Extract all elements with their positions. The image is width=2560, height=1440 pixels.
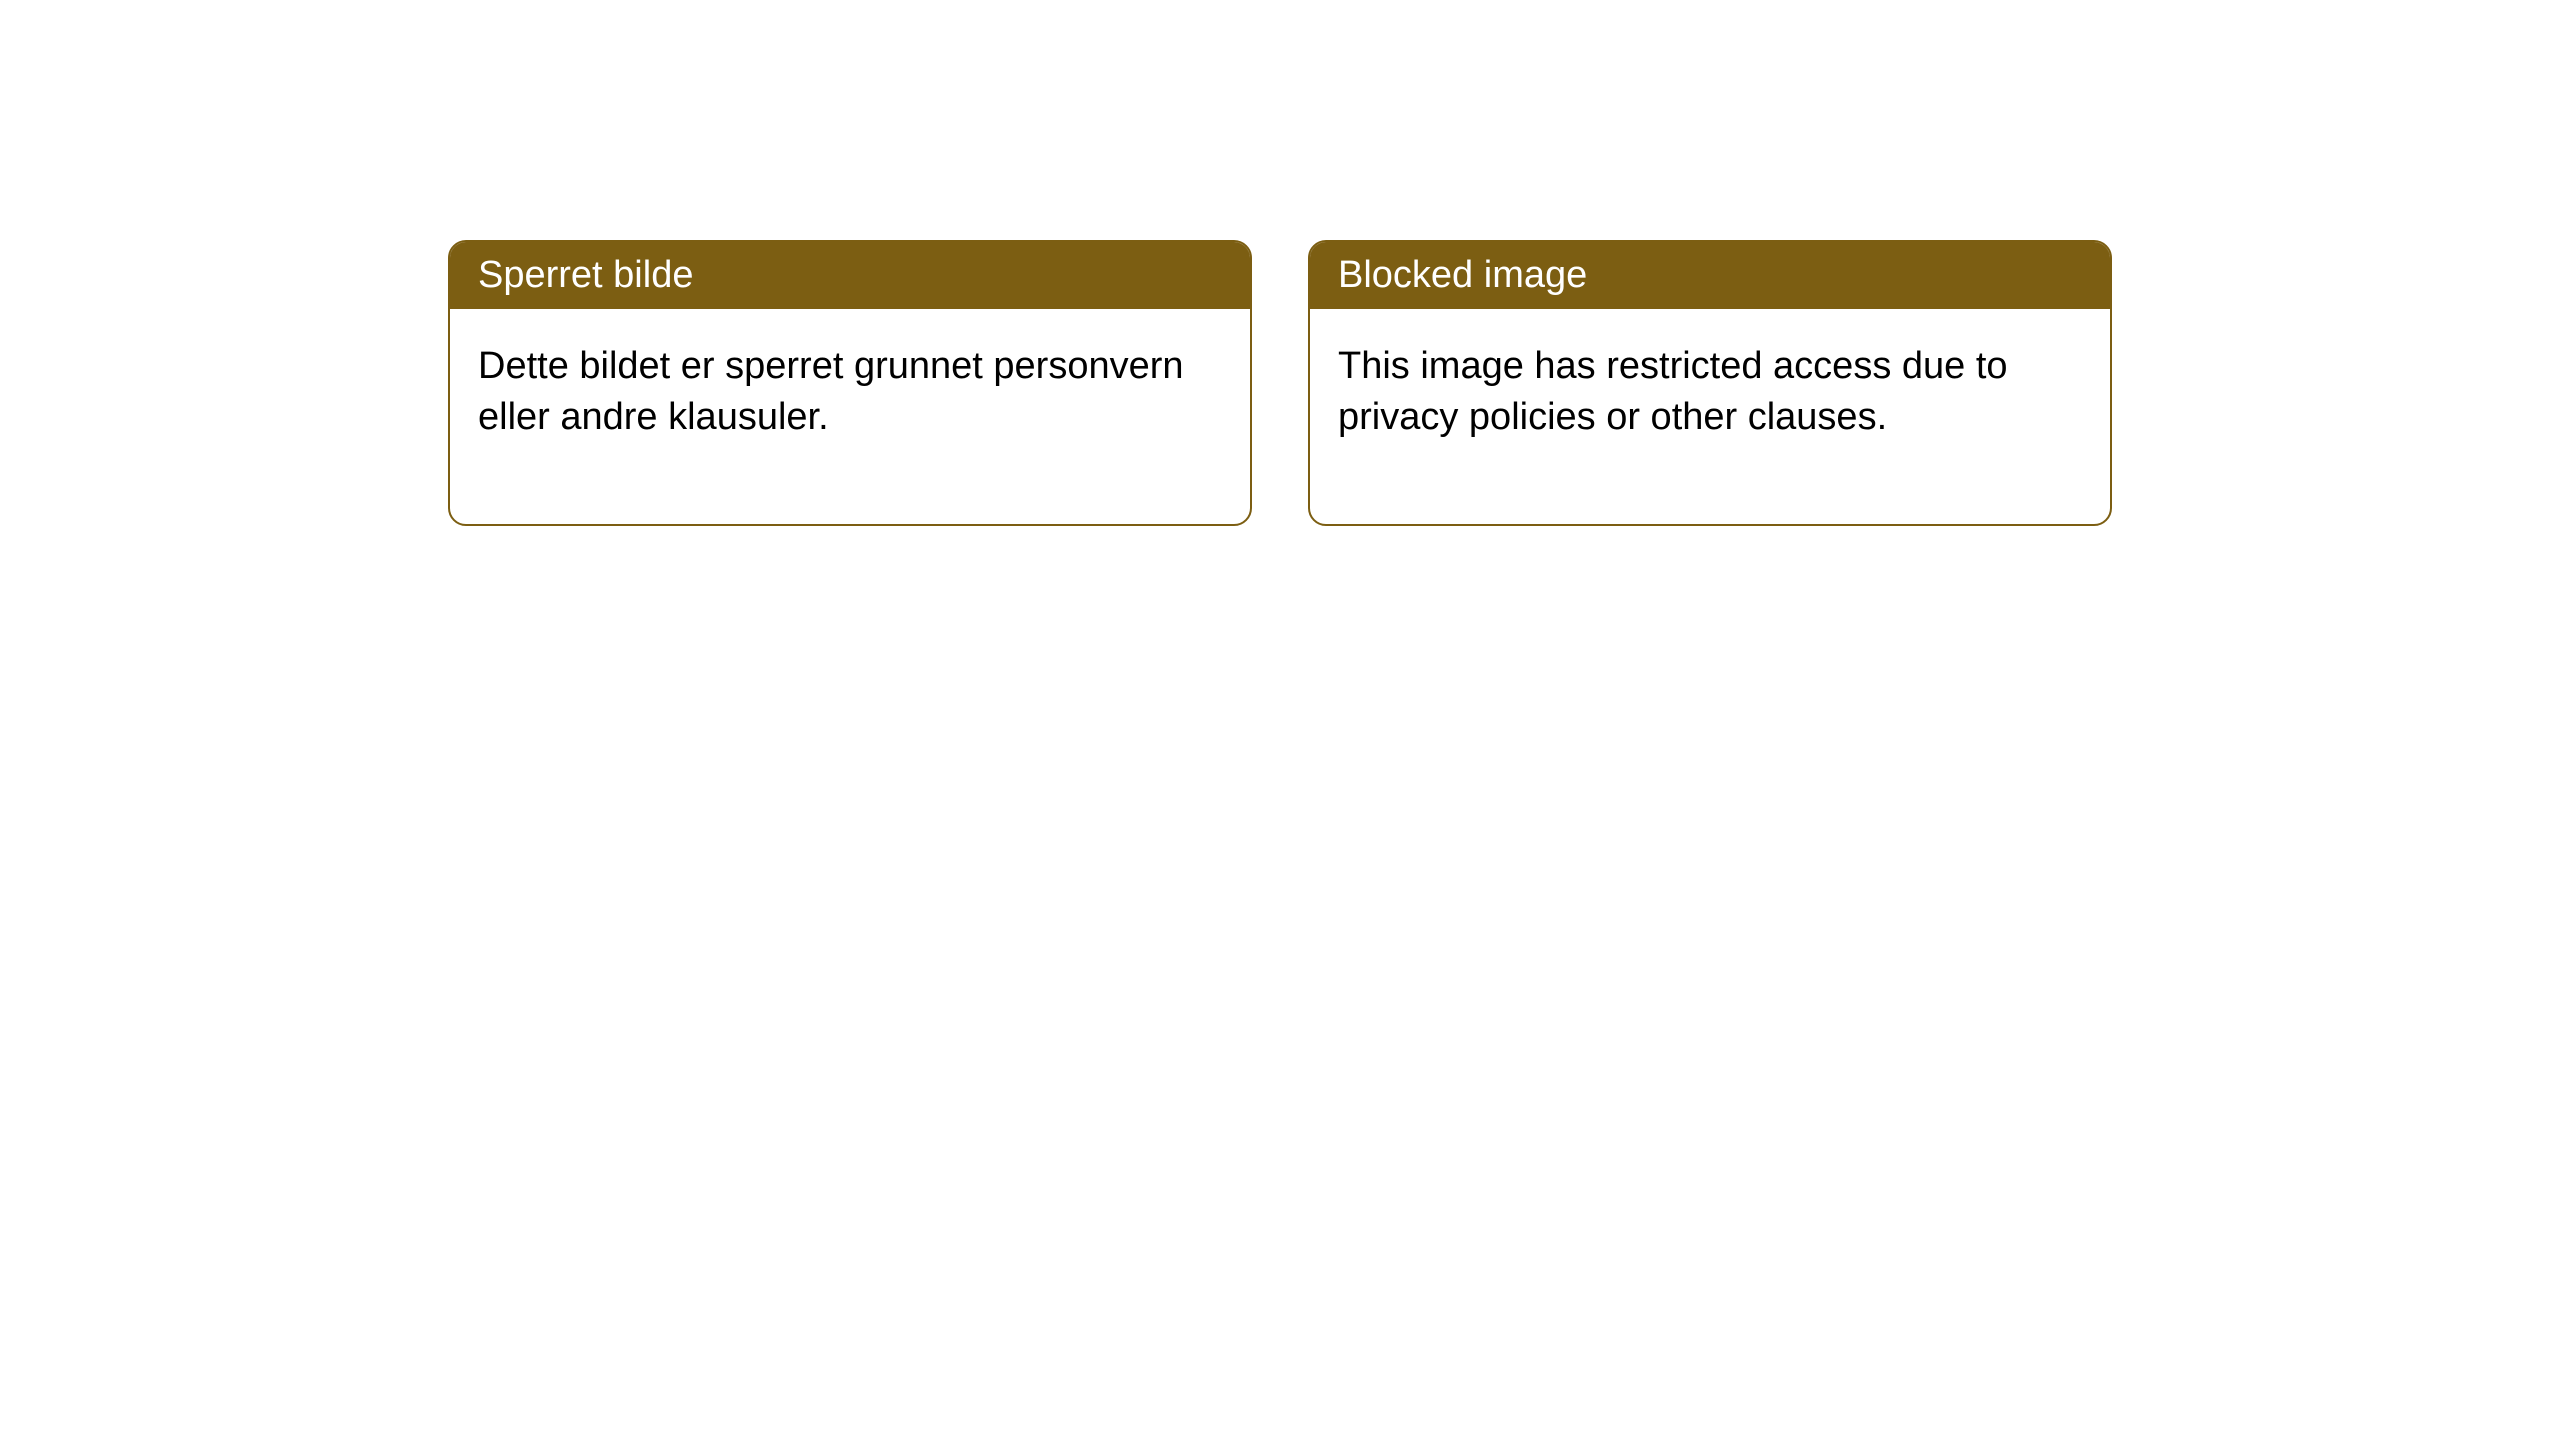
notice-card-english: Blocked image This image has restricted …: [1308, 240, 2112, 526]
card-header-english: Blocked image: [1310, 242, 2110, 309]
notice-container: Sperret bilde Dette bildet er sperret gr…: [0, 0, 2560, 526]
card-header-norwegian: Sperret bilde: [450, 242, 1250, 309]
card-body-norwegian: Dette bildet er sperret grunnet personve…: [450, 309, 1250, 524]
notice-card-norwegian: Sperret bilde Dette bildet er sperret gr…: [448, 240, 1252, 526]
card-body-english: This image has restricted access due to …: [1310, 309, 2110, 524]
